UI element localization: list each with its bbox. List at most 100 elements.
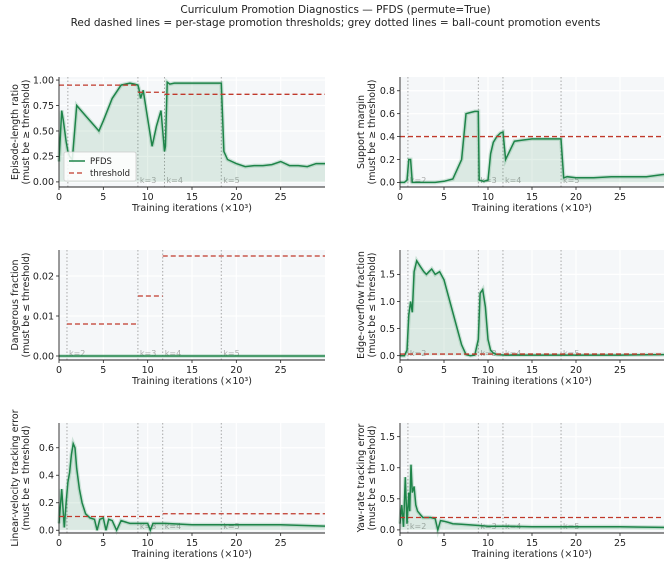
- x-tick-label: 10: [482, 365, 494, 376]
- event-label: k=5: [563, 176, 579, 185]
- y-tick-label: 0.5: [380, 324, 395, 335]
- chart-panel-3: k=2 k=3 k=4 k=5 0 5 10 15 20 25 0.00 0.01 0.02 Traini…: [10, 250, 325, 387]
- x-tick-label: 10: [482, 192, 494, 203]
- x-tick-label: 15: [526, 538, 538, 549]
- x-tick-label: 0: [397, 365, 403, 376]
- x-tick-label: 10: [482, 538, 494, 549]
- x-tick-label: 25: [275, 192, 287, 203]
- y-axis-label: Support margin(must be ≥ threshold): [356, 80, 378, 185]
- x-axis-label: Training iterations (×10³): [471, 376, 592, 387]
- figure-title: Curriculum Promotion Diagnostics — PFDS …: [180, 4, 490, 16]
- x-tick-label: 25: [614, 365, 626, 376]
- y-axis-label-line: Dangerous fraction: [10, 259, 21, 350]
- y-axis-label-line: (must be ≥ threshold): [21, 80, 32, 185]
- y-axis-label-line: (must be ≤ threshold): [367, 426, 378, 531]
- event-label: k=3: [140, 349, 156, 358]
- x-tick-label: 0: [397, 192, 403, 203]
- x-tick-label: 5: [441, 365, 447, 376]
- y-tick-label: 1.0: [380, 297, 395, 308]
- x-tick-label: 10: [142, 192, 154, 203]
- y-axis-label-line: Linear-velocity tracking error: [10, 409, 21, 546]
- panels: k=3 k=4 k=50 5 10 15 20 250.000.250.500.751.00T…: [10, 75, 665, 560]
- x-tick-label: 15: [186, 538, 198, 549]
- y-axis-label: Linear-velocity tracking error(must be ≤…: [10, 409, 32, 546]
- event-label: k=5: [223, 349, 239, 358]
- y-axis-label: Episode-length ratio(must be ≥ threshold…: [10, 80, 32, 185]
- x-tick-label: 0: [397, 538, 403, 549]
- event-label: k=2: [410, 522, 426, 531]
- chart-panel-6: k=2 k=3 k=4 k=50 5 10 15 20 250.00.51.01.5Traini…: [356, 423, 665, 560]
- series-fill: [400, 111, 664, 183]
- x-axis-label: Training iterations (×10³): [471, 203, 592, 214]
- chart-panel-4: k=2k=3k=4k=505101520250.00.51.01.5Traini…: [356, 250, 665, 387]
- y-tick-label: 0.25: [33, 152, 54, 163]
- x-tick-label: 25: [614, 538, 626, 549]
- y-axis-label-line: Yaw-rate tracking error: [356, 424, 367, 534]
- event-label: k=5: [223, 176, 239, 185]
- x-tick-label: 15: [186, 192, 198, 203]
- x-axis-label: Training iterations (×10³): [131, 549, 252, 560]
- y-tick-label: 0.02: [33, 271, 54, 282]
- y-tick-label: 0.4: [380, 132, 395, 143]
- y-tick-label: 1.5: [380, 432, 395, 443]
- series-fill: [400, 464, 664, 530]
- figure-subtitle: Red dashed lines = per-stage promotion t…: [71, 17, 601, 29]
- x-tick-label: 10: [142, 538, 154, 549]
- y-tick-label: 0.6: [380, 109, 395, 120]
- y-tick-label: 0.0: [39, 526, 54, 537]
- y-tick-label: 0.0: [380, 178, 395, 189]
- y-tick-label: 0.75: [33, 101, 54, 112]
- x-tick-label: 0: [56, 365, 62, 376]
- event-label: k=2: [410, 176, 426, 185]
- y-tick-label: 0.50: [33, 126, 54, 137]
- y-tick-label: 0.00: [33, 177, 54, 188]
- legend: [63, 151, 137, 182]
- x-tick-label: 10: [142, 365, 154, 376]
- x-tick-label: 20: [570, 192, 582, 203]
- x-tick-label: 5: [441, 538, 447, 549]
- x-tick-label: 25: [275, 365, 287, 376]
- event-label: k=3: [140, 176, 156, 185]
- x-tick-label: 20: [230, 365, 242, 376]
- y-tick-label: 0.2: [39, 498, 54, 509]
- chart-panel-2: k=2 k=3 k=4 k=50 5 10 15 20 250.00.20.40.60.8Tra…: [356, 77, 665, 214]
- x-tick-label: 20: [230, 192, 242, 203]
- event-label: k=4: [505, 176, 521, 185]
- event-label: k=2: [69, 349, 85, 358]
- x-tick-label: 0: [56, 538, 62, 549]
- y-axis-label-line: (must be ≤ threshold): [21, 253, 32, 358]
- y-tick-label: 1.0: [380, 463, 395, 474]
- x-tick-label: 5: [441, 192, 447, 203]
- series-fill: [400, 260, 664, 356]
- y-tick-label: 0.0: [380, 525, 395, 536]
- x-tick-label: 15: [526, 192, 538, 203]
- x-tick-label: 5: [100, 192, 106, 203]
- x-tick-label: 5: [100, 538, 106, 549]
- y-axis-label-line: (must be ≤ threshold): [21, 426, 32, 531]
- x-tick-label: 5: [100, 365, 106, 376]
- y-axis-label-line: Support margin: [356, 95, 367, 169]
- y-axis-label-line: (must be ≥ threshold): [367, 80, 378, 185]
- y-tick-label: 0.4: [39, 471, 54, 482]
- y-tick-label: 0.5: [380, 494, 395, 505]
- series-line: [58, 80, 325, 168]
- y-tick-label: 0.0: [380, 351, 395, 362]
- x-tick-label: 20: [570, 365, 582, 376]
- chart-panel-5: k=3 k=4 k=50 5 10 15 20 250.00.20.40.6Training …: [10, 409, 326, 560]
- series-line: [400, 110, 665, 184]
- x-axis-label: Training iterations (×10³): [471, 549, 592, 560]
- y-tick-label: 0.8: [380, 86, 395, 97]
- x-tick-label: 25: [275, 538, 287, 549]
- series-line: [399, 464, 665, 533]
- x-axis-label: Training iterations (×10³): [131, 376, 252, 387]
- x-tick-label: 20: [230, 538, 242, 549]
- event-label: k=4: [165, 522, 181, 531]
- x-tick-label: 0: [56, 192, 62, 203]
- x-tick-label: 15: [186, 365, 198, 376]
- y-tick-label: 0.01: [33, 311, 54, 322]
- y-axis-label-line: Edge-overflow fraction: [356, 251, 367, 359]
- series-line: [400, 258, 665, 357]
- x-tick-label: 20: [570, 538, 582, 549]
- y-tick-label: 1.5: [380, 270, 395, 281]
